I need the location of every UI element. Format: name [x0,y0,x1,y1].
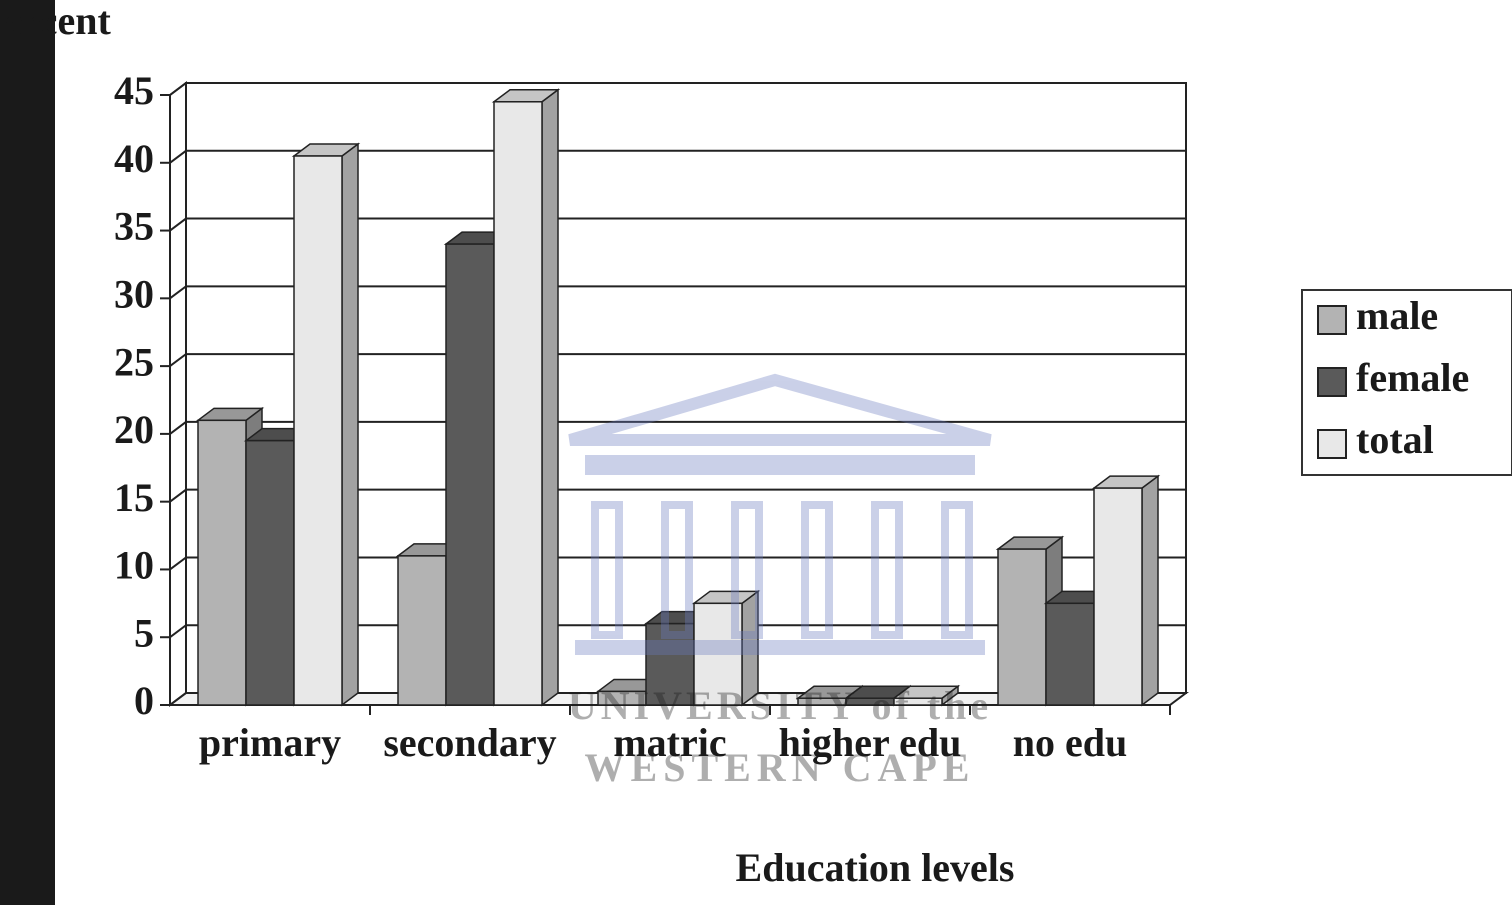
bar [245,439,295,706]
scan-border [0,0,55,905]
watermark-column [591,501,623,639]
watermark-column [941,501,973,639]
x-tick-label: secondary [383,720,556,765]
watermark-text: WESTERN CAPE [585,745,976,790]
watermark-text: UNIVERSITY of the [568,683,992,728]
legend-label: female [1356,355,1469,400]
grid-line [169,624,1186,639]
watermark-column [871,501,903,639]
watermark: UNIVERSITY of the WESTERN CAPE [568,373,992,790]
watermark-column [661,501,693,639]
bar-side [1141,474,1159,707]
grid-line [169,420,1186,435]
y-tick-label: 0 [134,678,154,723]
bar [1093,487,1143,706]
watermark-column [731,501,763,639]
x-axis-label: Education levels [736,845,1015,890]
y-tick-label: 20 [114,407,154,452]
y-tick-label: 35 [114,204,154,249]
grid-line [169,556,1186,571]
grid-line [169,217,1186,232]
x-tick-label: no edu [1013,720,1128,765]
bar-side [341,142,359,707]
bar [893,697,943,706]
x-tick-label: matric [613,720,726,765]
x-tick-label: primary [199,720,341,765]
bar [397,555,447,706]
watermark-base [575,640,985,655]
y-tick-label: 30 [114,272,154,317]
grid-line [169,353,1186,367]
bar [1045,602,1095,706]
bar-side [541,88,559,707]
y-tick-label: 45 [114,68,154,113]
grid-line [169,285,1186,300]
legend-label: male [1356,293,1438,338]
grid-line [169,488,1186,503]
y-tick-label: 15 [114,475,154,520]
y-axis-label: ercent [5,0,112,43]
bar [645,622,695,706]
x-tick-label: higher edu [779,720,962,765]
watermark-frieze [585,455,975,475]
grid-line [169,149,1186,164]
watermark-column [801,501,833,639]
y-tick-label: 5 [134,610,154,655]
bar [293,155,343,706]
side-wall [169,81,187,707]
bar [197,419,247,706]
watermark-roof [568,373,992,446]
legend-swatch [1317,305,1347,335]
bar [693,602,743,706]
bar [493,101,543,706]
bar [445,243,495,706]
legend-label: total [1356,417,1434,462]
legend-swatch [1317,429,1347,459]
y-tick-label: 40 [114,136,154,181]
grid-line [169,82,1186,96]
bar [997,548,1047,706]
y-tick-label: 10 [114,543,154,588]
legend-swatch [1317,367,1347,397]
y-tick-label: 25 [114,339,154,384]
